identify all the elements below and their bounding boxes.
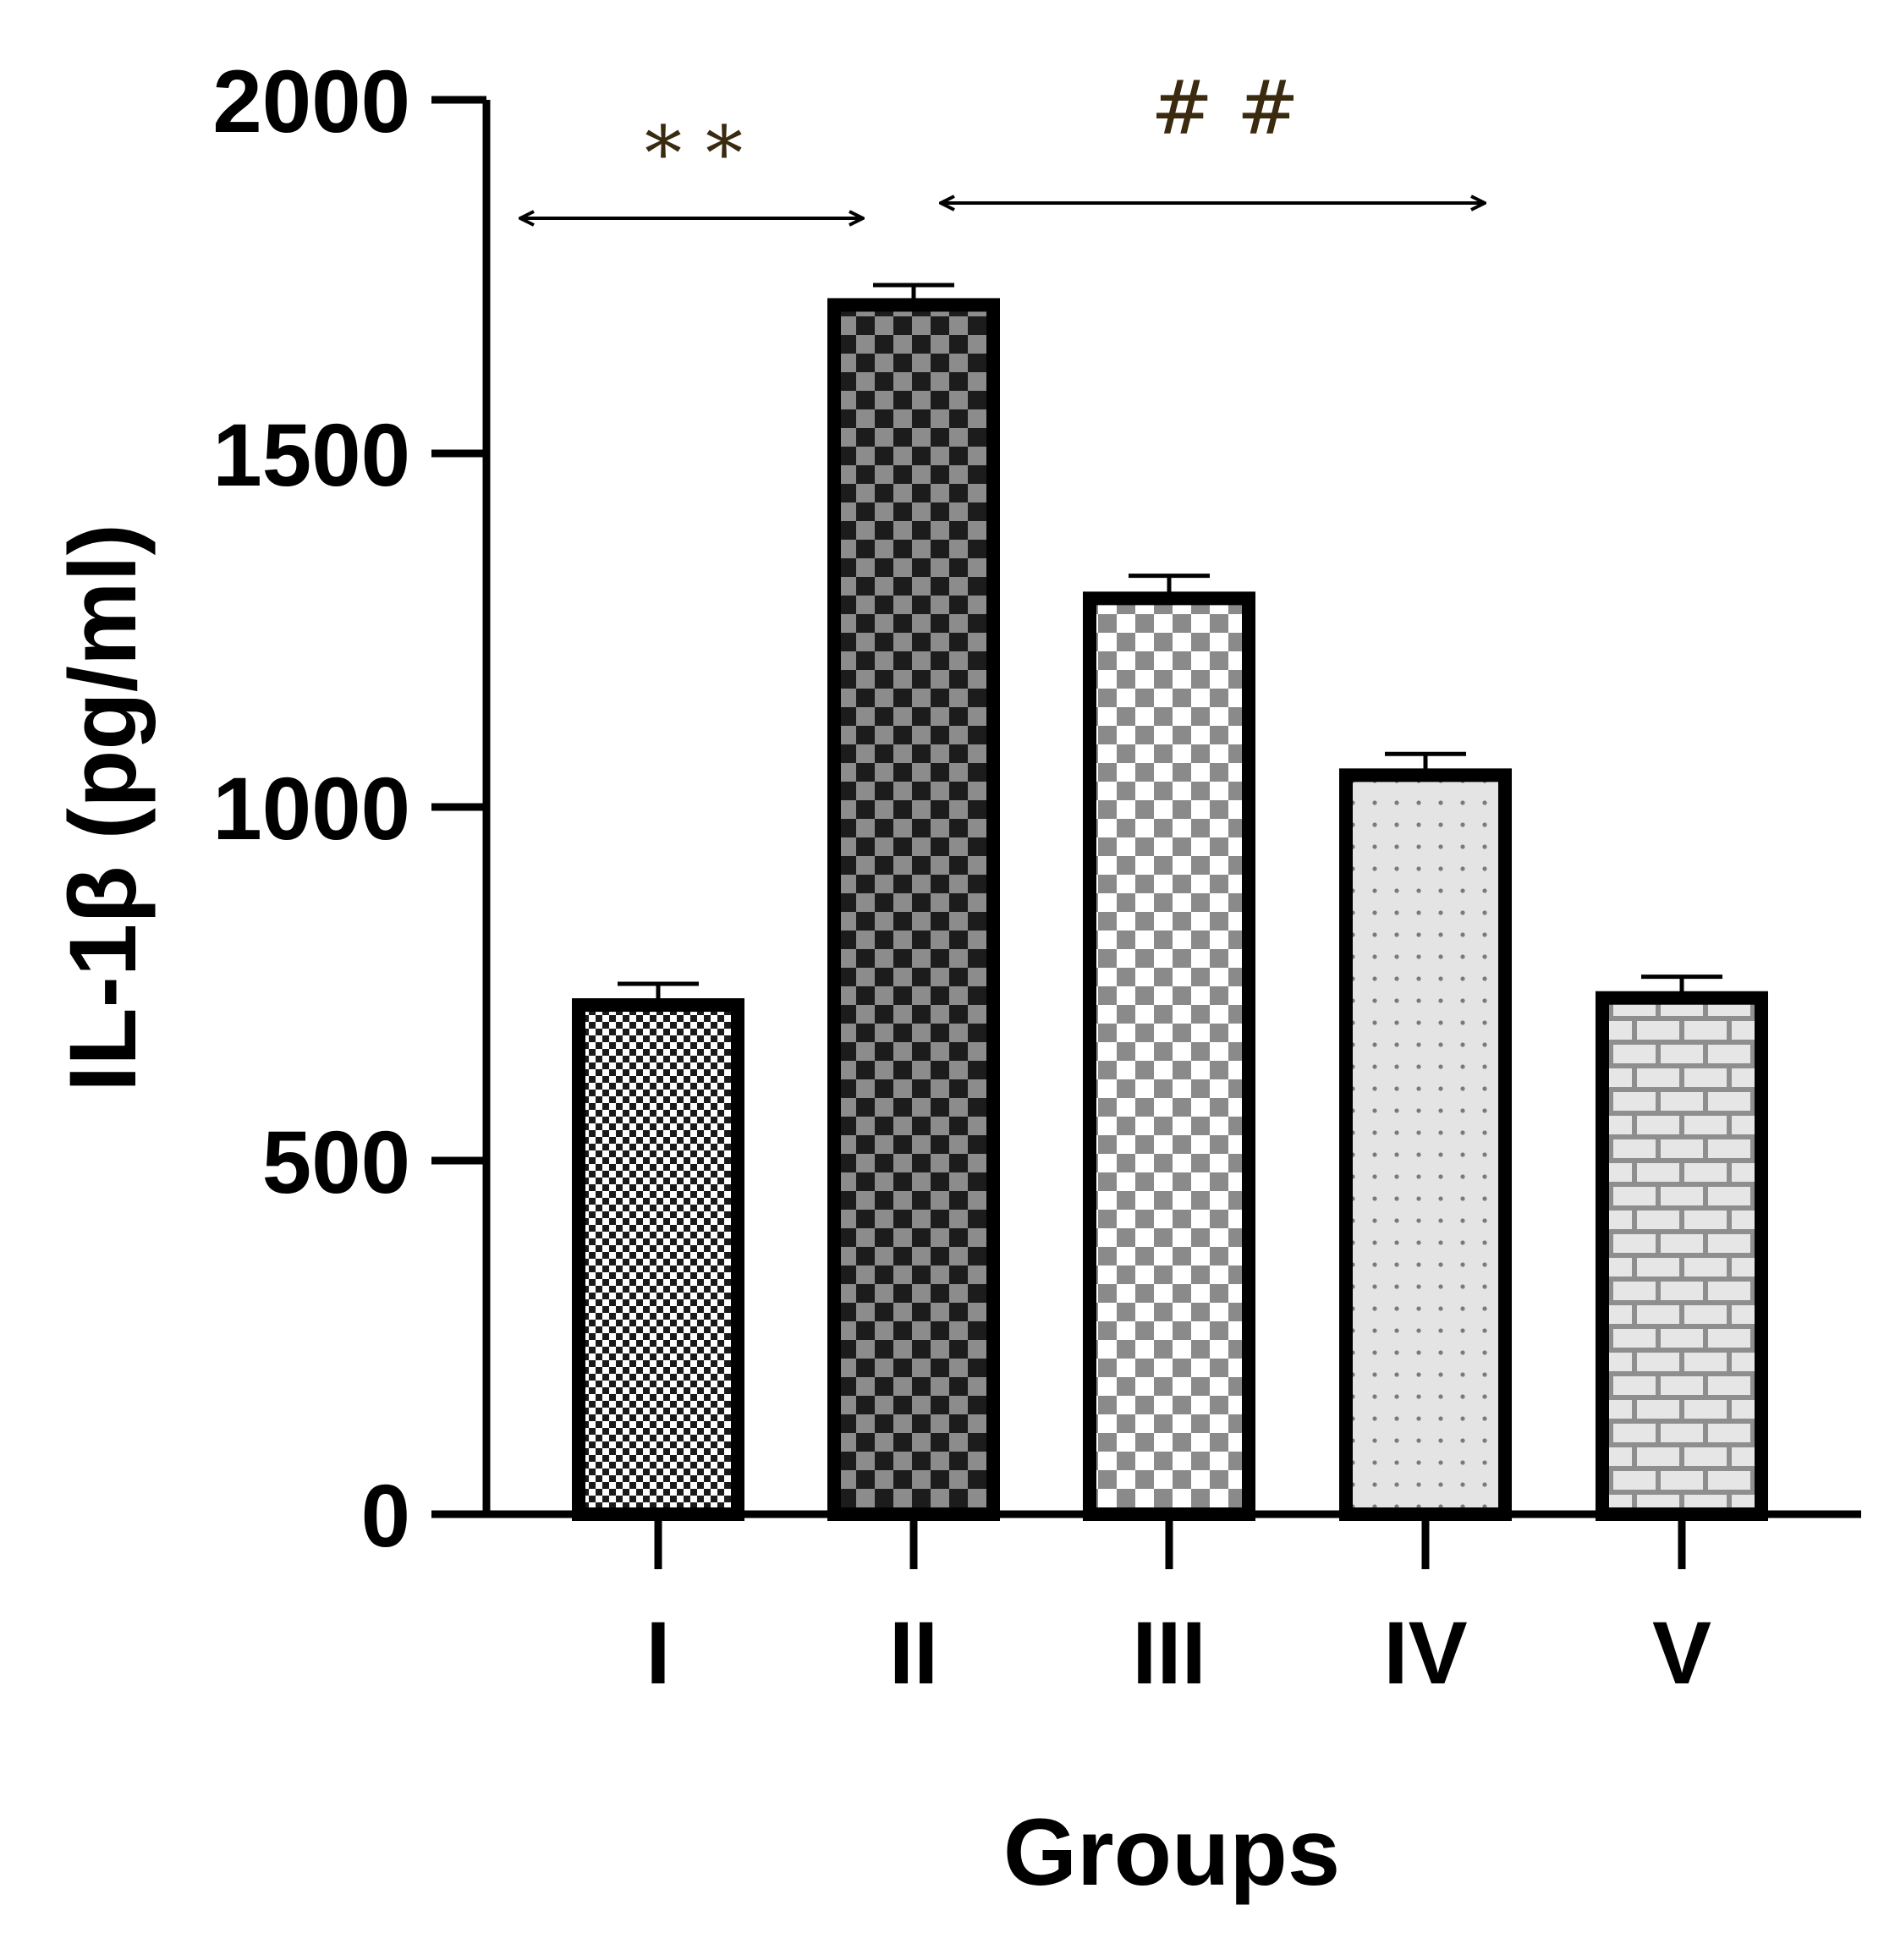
y-tick-label: 0 — [361, 1467, 410, 1566]
y-tick-label: 2000 — [212, 52, 410, 151]
bar-V — [1596, 991, 1768, 1521]
y-tick-label: 1500 — [212, 406, 410, 505]
x-tick-label: II — [889, 1604, 938, 1703]
x-tick-label: III — [1132, 1604, 1206, 1703]
x-tick-label: V — [1652, 1604, 1711, 1703]
bar-II — [827, 298, 1000, 1522]
x-tick-label: IV — [1383, 1604, 1467, 1703]
bar-IV — [1339, 768, 1512, 1521]
x-axis-title: Groups — [1003, 1799, 1340, 1905]
x-ticks-layer: I II III IV V — [645, 1514, 1711, 1703]
significance-label: # # — [1151, 64, 1299, 151]
y-axis-title: IL-1β (pg/ml) — [50, 524, 156, 1092]
significance-label: * * — [645, 110, 743, 197]
bars-layer — [572, 283, 1768, 1522]
annotations-layer: * * # # — [520, 64, 1485, 218]
x-tick-label: I — [645, 1604, 670, 1703]
y-tick-label: 500 — [262, 1113, 410, 1212]
y-tick-label: 1000 — [212, 760, 410, 859]
bar-I — [572, 998, 744, 1521]
bar-III — [1083, 591, 1255, 1521]
y-ticks-layer: 0 500 1000 1500 2000 — [212, 52, 486, 1566]
